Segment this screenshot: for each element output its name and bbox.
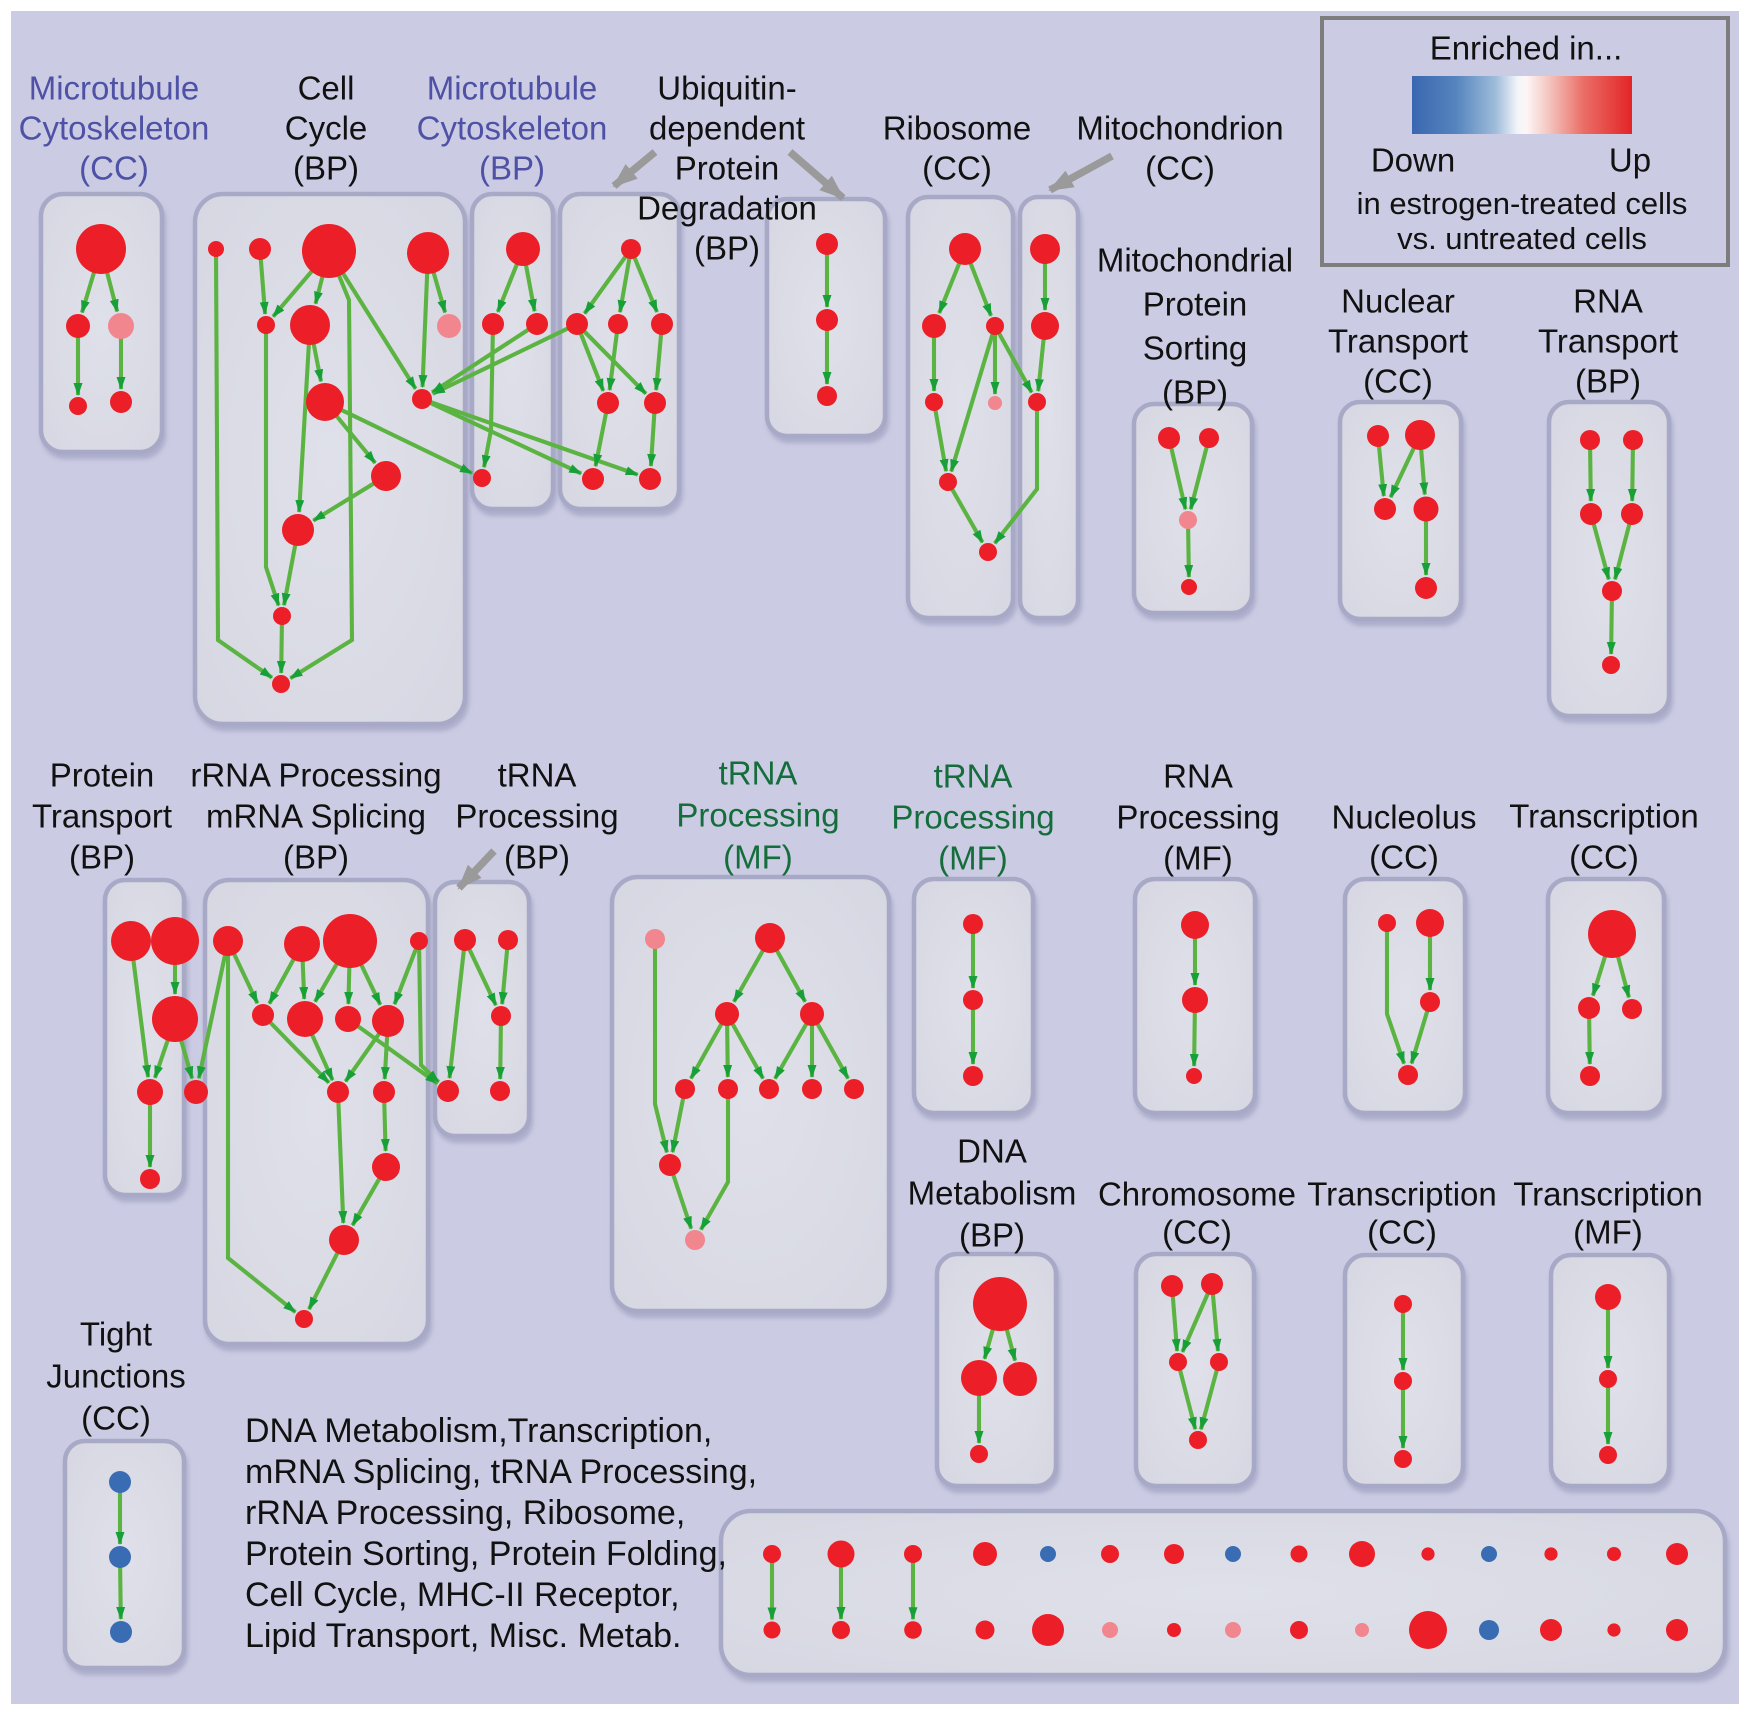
svg-text:(CC): (CC) (1162, 1214, 1232, 1251)
svg-text:Lipid Transport, Misc. Metab.: Lipid Transport, Misc. Metab. (245, 1617, 682, 1655)
svg-text:Processing: Processing (676, 797, 839, 834)
svg-text:Microtubule: Microtubule (29, 70, 200, 107)
svg-text:Junctions: Junctions (46, 1358, 185, 1395)
svg-text:Protein Sorting, Protein Foldi: Protein Sorting, Protein Folding, (245, 1535, 727, 1573)
svg-text:Metabolism: Metabolism (908, 1175, 1077, 1212)
svg-text:Sorting: Sorting (1143, 330, 1248, 367)
svg-text:(CC): (CC) (1369, 839, 1439, 876)
svg-text:Mitochondrial: Mitochondrial (1097, 242, 1293, 279)
svg-text:(BP): (BP) (504, 839, 570, 876)
svg-text:Processing: Processing (1116, 799, 1279, 836)
svg-text:Up: Up (1609, 142, 1651, 179)
svg-text:Ribosome: Ribosome (883, 110, 1032, 147)
svg-text:Transport: Transport (1538, 323, 1678, 360)
svg-text:RNA: RNA (1573, 283, 1643, 320)
svg-text:dependent: dependent (649, 110, 805, 147)
svg-text:Chromosome: Chromosome (1098, 1176, 1296, 1213)
svg-text:Transport: Transport (32, 798, 172, 835)
svg-text:(CC): (CC) (922, 150, 992, 187)
svg-text:Cytoskeleton: Cytoskeleton (19, 110, 210, 147)
svg-text:Down: Down (1371, 142, 1455, 179)
svg-text:Protein: Protein (675, 150, 780, 187)
svg-text:Transport: Transport (1328, 323, 1468, 360)
svg-text:(CC): (CC) (1145, 150, 1215, 187)
svg-text:Protein: Protein (1143, 286, 1248, 323)
svg-text:rRNA Processing, Ribosome,: rRNA Processing, Ribosome, (245, 1494, 685, 1532)
svg-text:(BP): (BP) (1162, 374, 1228, 411)
svg-text:(MF): (MF) (723, 839, 793, 876)
svg-text:Cell Cycle, MHC-II Receptor,: Cell Cycle, MHC-II Receptor, (245, 1576, 680, 1614)
svg-text:Transcription: Transcription (1307, 1176, 1497, 1213)
svg-text:(BP): (BP) (479, 150, 545, 187)
svg-text:Nuclear: Nuclear (1341, 283, 1455, 320)
svg-text:Nucleolus: Nucleolus (1332, 799, 1477, 836)
svg-text:rRNA Processing: rRNA Processing (190, 757, 441, 794)
svg-text:mRNA Splicing: mRNA Splicing (206, 798, 426, 835)
svg-text:Enriched in...: Enriched in... (1430, 30, 1623, 67)
svg-text:Ubiquitin-: Ubiquitin- (657, 70, 796, 107)
svg-text:Microtubule: Microtubule (427, 70, 598, 107)
svg-text:Degradation: Degradation (637, 190, 817, 227)
svg-text:Cell: Cell (298, 70, 355, 107)
svg-text:Cytoskeleton: Cytoskeleton (417, 110, 608, 147)
svg-text:Tight: Tight (80, 1316, 152, 1353)
svg-text:(CC): (CC) (79, 150, 149, 187)
svg-text:in estrogen-treated cells: in estrogen-treated cells (1357, 186, 1688, 221)
svg-text:Processing: Processing (891, 799, 1054, 836)
svg-text:DNA: DNA (957, 1133, 1027, 1170)
svg-text:mRNA Splicing, tRNA Processing: mRNA Splicing, tRNA Processing, (245, 1453, 757, 1491)
svg-text:(BP): (BP) (69, 839, 135, 876)
svg-text:Cycle: Cycle (285, 110, 368, 147)
svg-text:tRNA: tRNA (498, 757, 577, 794)
svg-text:(BP): (BP) (293, 150, 359, 187)
svg-text:(BP): (BP) (283, 839, 349, 876)
svg-text:(CC): (CC) (1367, 1214, 1437, 1251)
svg-text:(MF): (MF) (1573, 1214, 1643, 1251)
svg-text:RNA: RNA (1163, 758, 1233, 795)
svg-text:(CC): (CC) (1363, 363, 1433, 400)
svg-text:(MF): (MF) (938, 840, 1008, 877)
svg-text:(BP): (BP) (694, 230, 760, 267)
svg-text:(BP): (BP) (959, 1217, 1025, 1254)
svg-text:DNA Metabolism,Transcription,: DNA Metabolism,Transcription, (245, 1412, 712, 1450)
svg-text:(MF): (MF) (1163, 840, 1233, 877)
svg-text:(BP): (BP) (1575, 363, 1641, 400)
svg-text:Transcription: Transcription (1513, 1176, 1703, 1213)
svg-text:Mitochondrion: Mitochondrion (1076, 110, 1283, 147)
svg-text:(CC): (CC) (81, 1400, 151, 1437)
svg-text:tRNA: tRNA (719, 755, 798, 792)
svg-text:tRNA: tRNA (934, 758, 1013, 795)
svg-text:(CC): (CC) (1569, 839, 1639, 876)
svg-text:vs. untreated cells: vs. untreated cells (1397, 221, 1647, 256)
svg-text:Processing: Processing (455, 798, 618, 835)
svg-text:Transcription: Transcription (1509, 798, 1699, 835)
svg-text:Protein: Protein (50, 757, 155, 794)
